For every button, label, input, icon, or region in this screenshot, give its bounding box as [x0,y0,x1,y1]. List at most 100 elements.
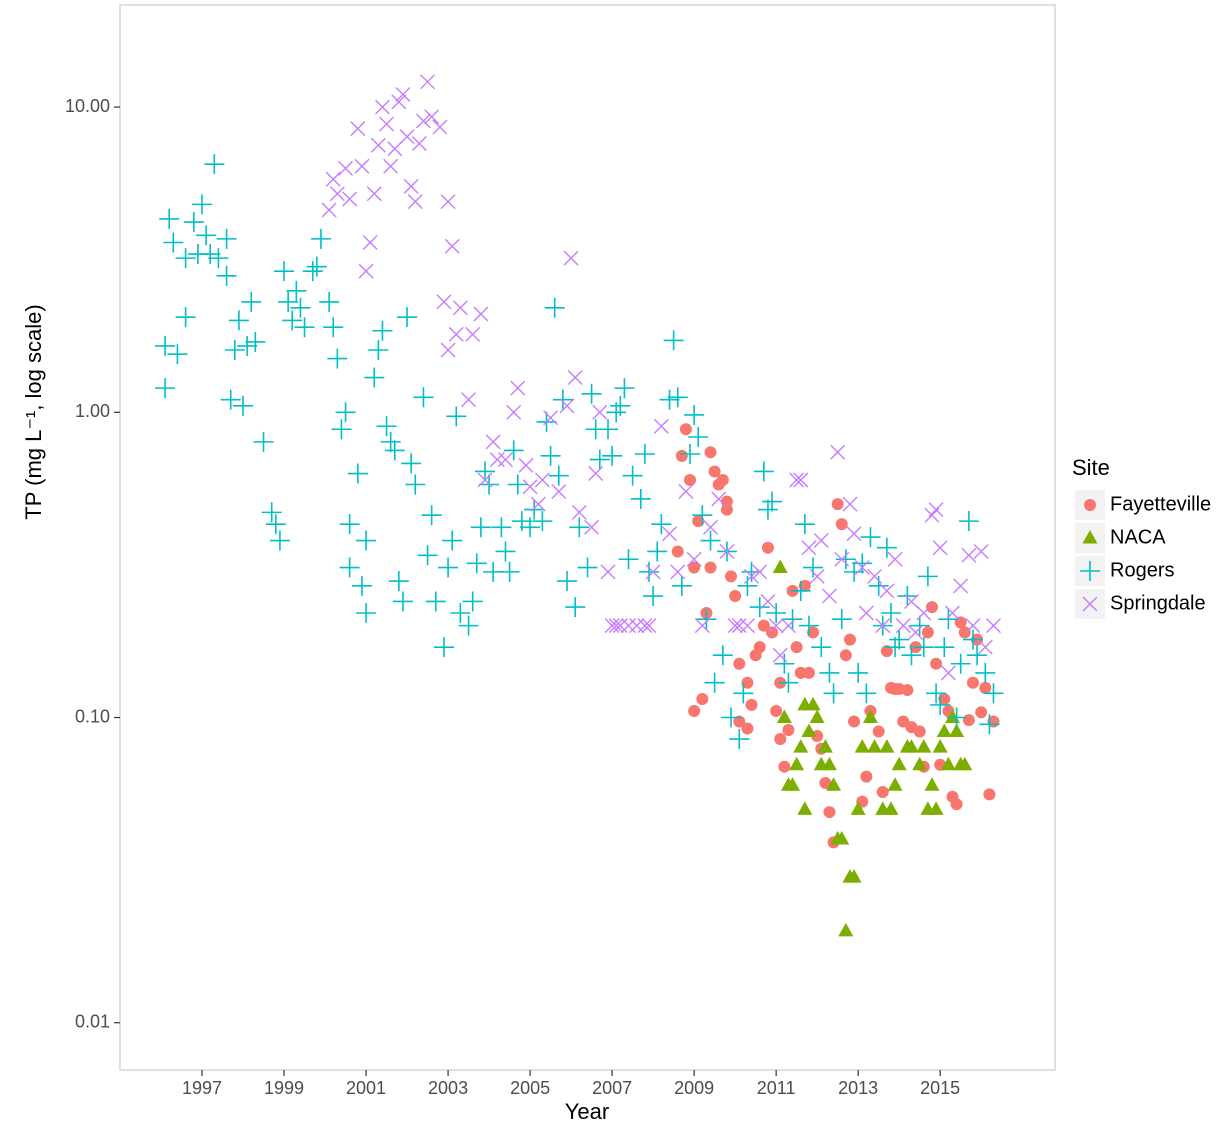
point [839,649,852,662]
point [684,474,697,487]
x-tick-label: 1997 [182,1078,222,1098]
point [339,514,360,535]
point [928,502,944,518]
point [785,777,801,791]
point [556,571,577,592]
point [584,519,600,535]
point [932,540,948,556]
point [958,511,979,532]
point [729,729,750,750]
point [653,418,669,434]
point [973,543,989,559]
point [155,335,176,356]
point [852,553,873,574]
point [670,564,686,580]
point [835,518,848,531]
point [846,869,862,883]
point [700,530,721,551]
point [163,232,184,253]
point [924,777,940,791]
point [944,605,960,621]
point [967,645,988,666]
point [506,404,522,420]
point [588,466,604,482]
point [729,590,742,603]
point [470,517,491,538]
point [688,426,709,447]
point [834,830,850,845]
point [518,457,534,473]
point [949,723,965,737]
point [768,618,784,634]
point [630,488,651,509]
point [282,310,303,331]
point [901,645,922,666]
point [433,637,454,658]
point [805,696,821,711]
point [551,484,567,500]
point [752,564,768,580]
point [802,666,815,679]
point [364,367,385,388]
point [589,449,610,470]
point [610,395,631,416]
point [358,263,374,279]
legend-key [1080,561,1100,581]
point [696,692,709,705]
point [274,261,295,282]
point [798,615,819,636]
point [867,739,883,753]
point [749,597,770,618]
point [712,645,733,666]
point [843,633,856,646]
point [891,756,907,771]
point [782,724,795,737]
point [383,158,399,174]
point [720,495,733,508]
y-tick-label: 10.00 [65,96,110,116]
point [356,530,377,551]
point [733,683,754,704]
point [883,801,899,815]
point [629,618,645,634]
point [399,129,415,145]
point [826,777,842,791]
point [704,446,717,459]
point [860,770,873,783]
point [950,798,963,811]
point [659,389,680,410]
point [220,389,241,410]
point [405,474,426,495]
point [440,194,456,210]
point [520,517,541,538]
x-tick-label: 2001 [346,1078,386,1098]
point [823,683,844,704]
point [909,615,930,636]
x-axis-label: Year [565,1099,609,1124]
x-tick-label: 2011 [757,1078,796,1098]
point [903,593,919,609]
x-tick-label: 2015 [920,1078,960,1098]
point [975,706,988,719]
point [774,733,787,746]
point [926,683,947,704]
point [548,465,569,486]
point [216,265,237,286]
point [477,472,493,488]
point [522,479,538,495]
point [598,419,619,440]
point [757,619,770,632]
point [397,307,418,328]
x-tick-label: 1999 [264,1078,304,1098]
point [671,575,692,596]
point [155,378,176,399]
point [977,639,993,655]
point [854,560,870,576]
point [940,756,956,771]
point [819,777,832,790]
point [885,637,906,658]
point [265,514,286,535]
point [325,171,341,187]
point [679,423,692,436]
point [407,194,423,210]
